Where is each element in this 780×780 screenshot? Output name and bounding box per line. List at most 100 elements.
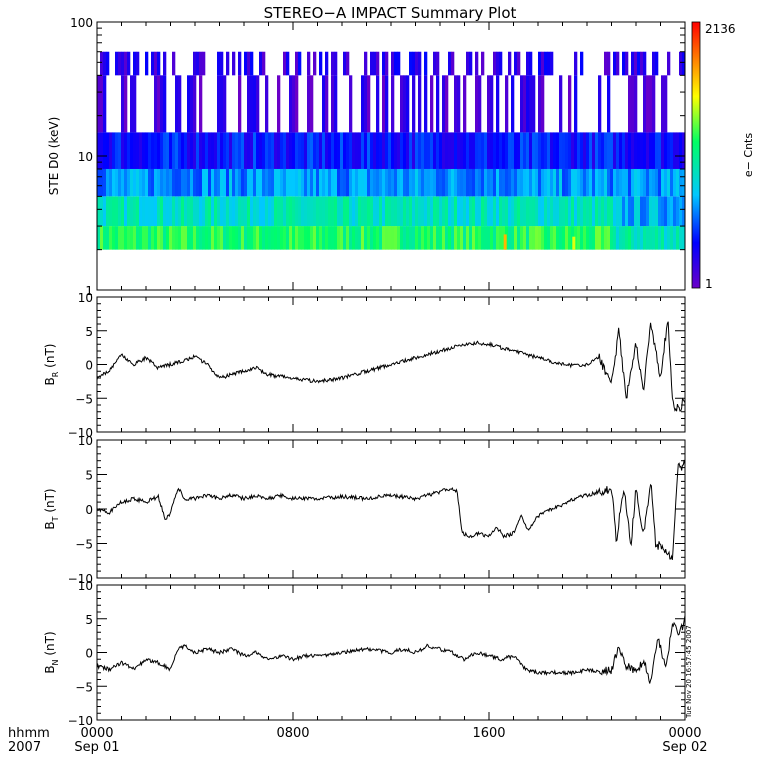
- spectrogram-cell: [106, 196, 110, 227]
- spectrogram-cell: [604, 168, 608, 197]
- spectrogram-cell: [292, 168, 296, 197]
- spectrogram-cell: [187, 168, 191, 197]
- spectrogram-cell: [370, 168, 374, 197]
- spectrogram-cell: [361, 132, 365, 169]
- spectrogram-cell: [103, 168, 107, 197]
- spectrogram-cell: [361, 75, 365, 133]
- spectrogram-cell: [412, 132, 416, 169]
- spectrogram-cell: [157, 51, 161, 76]
- spectrogram-cell: [505, 196, 509, 227]
- spectrogram-cell: [184, 132, 188, 169]
- spectrogram-cell: [535, 168, 539, 197]
- spectrogram-cell: [448, 168, 452, 197]
- spectrogram-cell: [415, 226, 419, 250]
- spectrogram-cell: [139, 196, 143, 227]
- spectrogram-cell: [319, 196, 323, 227]
- spectrogram-cell: [325, 132, 329, 169]
- spectrogram-cell: [478, 226, 482, 250]
- spectrogram-cell: [133, 196, 137, 227]
- spectrogram-cell: [475, 226, 479, 250]
- spectrogram-cell: [616, 51, 620, 76]
- spectrogram-cell: [367, 226, 371, 250]
- spectrogram-cell: [391, 226, 395, 250]
- spectrogram-cell: [337, 132, 341, 169]
- spectrogram-cell: [472, 226, 476, 250]
- spectrogram-cell: [226, 132, 230, 169]
- spectrogram-cell: [265, 75, 269, 133]
- spectrogram-cell: [664, 75, 668, 133]
- spectrogram-cell: [244, 196, 248, 227]
- spectrogram-cell: [628, 196, 632, 227]
- spectrogram-cell: [226, 168, 230, 197]
- spectrogram-cell: [625, 196, 629, 227]
- br-y-tick-label: −10: [68, 426, 93, 440]
- spectrogram-cell: [124, 226, 128, 250]
- spectrogram-cell: [646, 226, 650, 250]
- spectrogram-cell: [316, 226, 320, 250]
- spectrogram-cell: [175, 196, 179, 227]
- plot-title: STEREO−A IMPACT Summary Plot: [264, 4, 517, 22]
- br-series-line: [97, 321, 685, 412]
- spectrogram-cell: [292, 75, 296, 133]
- spectrogram-cell: [451, 226, 455, 250]
- spectrogram-cell: [439, 132, 443, 169]
- spectrogram-cell: [409, 196, 413, 227]
- spectrogram-cell: [649, 226, 653, 250]
- spectrogram-cell: [376, 168, 380, 197]
- spectrogram-cell: [247, 51, 251, 76]
- spectrogram-cell: [502, 226, 506, 250]
- spectrogram-cell: [232, 226, 236, 250]
- spectrogram-cell: [184, 168, 188, 197]
- spectrogram-cell: [172, 51, 176, 76]
- spectrogram-cell: [682, 51, 685, 76]
- spectrogram-cell: [574, 132, 578, 169]
- spectrogram-cell: [652, 51, 656, 76]
- spectrogram-cell: [223, 132, 227, 169]
- spectrogram-cell: [622, 196, 626, 227]
- spectrogram-cell: [310, 226, 314, 250]
- spectrogram-cell: [544, 168, 548, 197]
- spectrogram-cell: [235, 132, 239, 169]
- spectrogram-cell: [580, 168, 584, 197]
- spectrogram-cell: [634, 132, 638, 169]
- spectrogram-cell: [292, 226, 296, 250]
- spectrogram-cell: [331, 168, 335, 197]
- spectrogram-cell: [607, 168, 611, 197]
- spectrogram-cell: [529, 132, 533, 169]
- spectrogram-cell: [202, 168, 206, 197]
- spectrogram-cell: [541, 226, 545, 250]
- spectrogram-cell: [538, 196, 542, 227]
- spectrogram-cell: [538, 226, 542, 250]
- spectrogram-cell: [667, 196, 671, 227]
- spectrogram-cell: [520, 75, 524, 133]
- spectrogram-cell: [307, 226, 311, 250]
- spectrogram-cell: [661, 132, 665, 169]
- spectrogram-cell: [130, 196, 134, 227]
- spectrogram-cell: [529, 51, 533, 76]
- spectrogram-cells: [97, 51, 685, 250]
- spectrogram-cell: [97, 168, 101, 197]
- spectrogram-cell: [364, 168, 368, 197]
- spectrogram-cell: [637, 132, 641, 169]
- spectrogram-cell: [343, 168, 347, 197]
- spectrogram-cell: [346, 196, 350, 227]
- spectrogram-cell: [337, 226, 341, 250]
- spectrogram-cell: [541, 168, 545, 197]
- spectrogram-cell: [529, 168, 533, 197]
- spectrogram-cell: [433, 168, 437, 197]
- spectrogram-cell: [592, 168, 596, 197]
- spectrogram-cell: [484, 226, 488, 250]
- spectrogram-cell: [178, 196, 182, 227]
- spectrogram-cell: [610, 132, 614, 169]
- spectrogram-cell: [607, 226, 611, 250]
- spectrogram-cell: [289, 196, 293, 227]
- spectrogram-cell: [379, 132, 383, 169]
- spectrogram-cell: [616, 168, 620, 197]
- spectrogram-cell: [187, 132, 191, 169]
- spectrogram-cell: [445, 75, 449, 133]
- spectrogram-cell: [115, 196, 119, 227]
- spectrogram-cell: [97, 226, 101, 250]
- spectrogram-cell: [130, 168, 134, 197]
- spectrogram-cell: [349, 168, 353, 197]
- spectrogram-cell: [187, 196, 191, 227]
